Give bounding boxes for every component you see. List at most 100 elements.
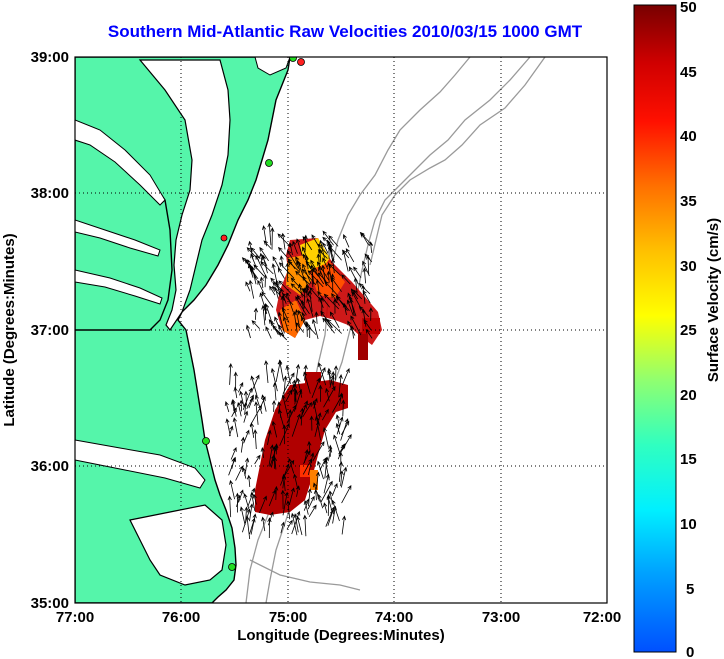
- velocity-arrow: [235, 465, 243, 481]
- velocity-arrow: [288, 487, 295, 506]
- colorbar-tick-label: 15: [680, 451, 697, 468]
- velocity-arrow: [242, 508, 251, 533]
- velocity-arrow: [267, 429, 272, 445]
- velocity-arrow: [303, 448, 309, 464]
- velocity-arrow: [328, 263, 341, 276]
- velocity-arrow: [331, 499, 340, 522]
- velocity-arrow: [281, 473, 287, 492]
- velocity-arrow: [314, 420, 320, 437]
- delaware-bay: [254, 57, 291, 76]
- station-marker: [202, 437, 210, 445]
- velocity-arrow: [262, 225, 268, 247]
- velocity-arrow: [243, 493, 250, 510]
- grid-lines: [75, 57, 607, 603]
- velocity-arrow: [277, 246, 287, 257]
- colorbar-tick-label: 35: [680, 193, 697, 210]
- velocity-arrow: [293, 473, 299, 489]
- velocity-arrow: [350, 288, 359, 300]
- velocity-arrow: [346, 299, 354, 316]
- velocity-arrow: [268, 489, 277, 507]
- velocity-arrow: [225, 418, 231, 437]
- velocity-arrow: [327, 367, 332, 385]
- velocity-arrow: [265, 303, 272, 321]
- velocity-arrow: [259, 276, 264, 289]
- colorbar-tick-label: 20: [680, 387, 697, 404]
- velocity-arrow: [314, 415, 321, 441]
- velocity-arrow: [307, 495, 315, 510]
- velocity-arrow: [326, 495, 333, 513]
- velocity-arrow: [343, 234, 350, 248]
- velocity-arrow: [280, 288, 287, 304]
- velocity-arrow: [293, 388, 303, 412]
- velocity-arrow: [277, 267, 285, 279]
- velocity-arrow: [268, 444, 274, 467]
- x-tick-label: 74:00: [375, 609, 413, 626]
- velocity-arrow: [362, 267, 367, 284]
- velocity-arrow: [342, 302, 347, 316]
- velocity-arrow: [278, 280, 292, 294]
- velocity-arrow: [249, 503, 254, 522]
- velocity-arrow: [341, 515, 347, 535]
- velocity-arrow: [302, 514, 308, 537]
- colorbar-label: Surface Velocity (cm/s): [705, 218, 722, 382]
- velocity-arrow: [319, 296, 324, 317]
- velocity-arrow: [252, 493, 257, 505]
- velocity-arrow: [229, 479, 235, 500]
- velocity-arrow: [249, 517, 256, 535]
- velocity-arrow: [280, 489, 285, 509]
- velocity-arrow: [239, 506, 246, 526]
- velocity-arrow: [341, 434, 352, 451]
- velocity-arrow: [332, 505, 337, 524]
- velocity-arrow: [282, 316, 289, 332]
- x-axis-label: Longitude (Degrees:Minutes): [237, 627, 445, 644]
- velocity-arrow: [255, 254, 266, 275]
- velocity-arrow: [245, 281, 251, 292]
- colorbar-gradient: [633, 4, 677, 653]
- colorbar-tick-label: 45: [680, 64, 697, 81]
- y-axis-label: Latitude (Degrees:Minutes): [1, 233, 18, 426]
- velocity-arrow: [333, 365, 339, 381]
- velocity-arrow: [253, 264, 265, 277]
- y-tick-label: 36:00: [31, 458, 69, 475]
- x-tick-label: 72:00: [583, 609, 621, 626]
- velocity-arrow: [282, 372, 295, 394]
- velocity-arrow: [259, 252, 264, 266]
- velocity-arrow: [322, 427, 329, 448]
- velocity-arrow: [269, 285, 276, 296]
- velocity-arrow: [241, 257, 253, 269]
- velocity-arrow: [274, 286, 279, 299]
- station-marker: [265, 159, 273, 167]
- velocity-arrow: [261, 394, 267, 412]
- velocity-arrow: [278, 359, 284, 382]
- velocity-arrow: [336, 296, 350, 312]
- velocity-arrow: [264, 360, 269, 384]
- y-axis-ticks: 39:00 38:00 37:00 36:00 35:00: [31, 49, 69, 612]
- velocity-arrow: [292, 310, 298, 333]
- velocity-arrow: [322, 236, 333, 246]
- velocity-arrow: [280, 521, 285, 534]
- velocity-arrow: [328, 447, 333, 460]
- velocity-arrow: [312, 441, 325, 462]
- velocity-arrow: [281, 394, 289, 417]
- velocity-arrow: [246, 394, 254, 410]
- velocity-arrow: [243, 410, 249, 423]
- velocity-arrow: [230, 399, 235, 414]
- velocity-arrow: [236, 494, 241, 508]
- velocity-arrow: [330, 273, 335, 293]
- velocity-arrow: [279, 255, 284, 268]
- velocity-arrow: [301, 316, 307, 328]
- colorbar-tick-label: 10: [680, 516, 697, 533]
- velocity-arrow: [270, 321, 279, 335]
- colorbar-tick-label: 50: [680, 0, 697, 16]
- velocity-arrow: [224, 401, 230, 413]
- velocity-arrow: [362, 260, 370, 277]
- map-title: Southern Mid-Atlantic Raw Velocities 201…: [107, 22, 583, 41]
- rappahannock-river: [75, 219, 161, 257]
- velocity-arrow: [358, 306, 370, 318]
- colorbar-tick-label: 30: [680, 258, 697, 275]
- velocity-arrow: [323, 502, 328, 514]
- velocity-arrow: [296, 294, 310, 315]
- velocity-arrow: [364, 253, 373, 263]
- y-tick-label: 38:00: [31, 185, 69, 202]
- velocity-arrow: [247, 487, 256, 508]
